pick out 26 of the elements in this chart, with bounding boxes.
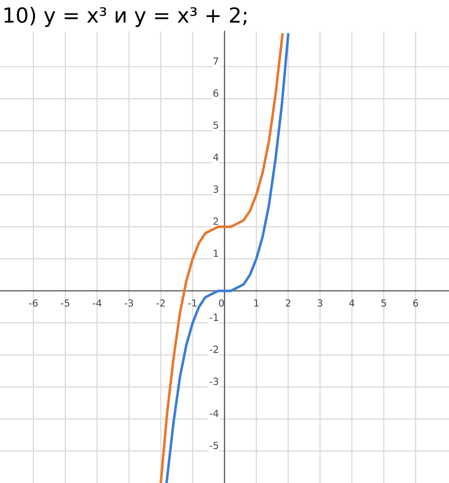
y-tick-label: -3	[210, 378, 218, 386]
x-tick-label: 4	[349, 299, 354, 307]
y-tick-label: 5	[214, 122, 218, 129]
x-tick-label: 0	[218, 299, 224, 307]
x-tick-label: -5	[60, 299, 70, 307]
y-tick-label: -2	[210, 346, 218, 353]
y-tick-label: 4	[213, 154, 218, 161]
x-tick-label: 6	[413, 299, 418, 307]
y-tick-label: 2	[213, 218, 218, 225]
x-tick-label: -2	[156, 299, 165, 307]
x-tick-label: 2	[286, 299, 290, 307]
x-tick-label: -4	[92, 299, 102, 307]
y-tick-label: 6	[213, 89, 218, 97]
y-tick-label: -5	[210, 442, 218, 450]
x-tick-label: -1	[188, 299, 197, 307]
x-tick-label: -3	[124, 299, 134, 307]
x-tick-label: 5	[381, 299, 386, 307]
y-tick-label: -4	[210, 410, 218, 417]
x-tick-label: -6	[29, 299, 38, 307]
x-tick-label: 1	[254, 299, 259, 307]
y-tick-label: -1	[210, 314, 218, 321]
y-tick-label: 3	[214, 186, 218, 193]
y-tick-label: 7	[214, 58, 218, 65]
y-tick-label: 1	[214, 250, 218, 257]
x-tick-label: 3	[318, 299, 322, 307]
chart-title: 10) y = x³ и y = x³ + 2;	[4, 6, 246, 27]
